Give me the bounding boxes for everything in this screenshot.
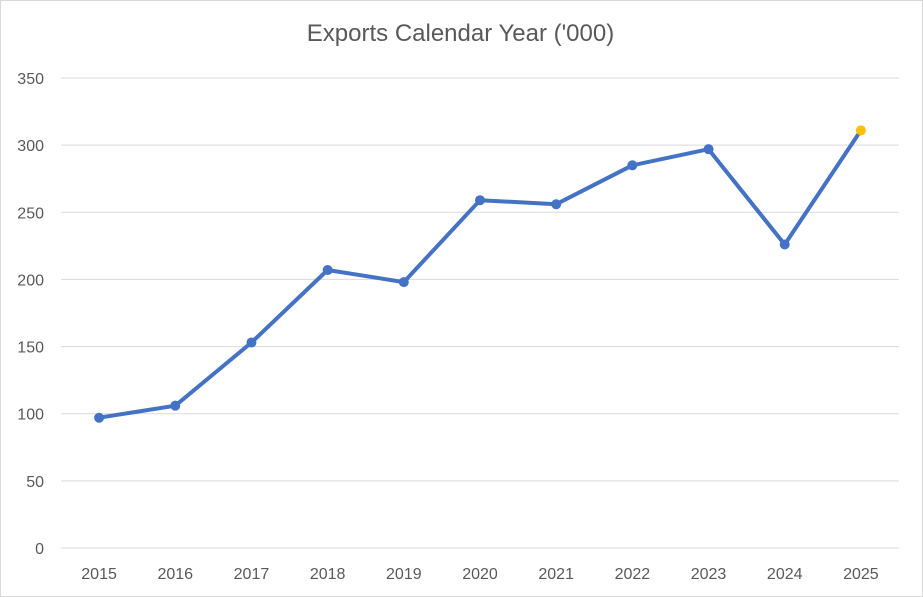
x-tick-label: 2017 [234, 566, 270, 583]
data-point [398, 277, 409, 288]
y-tick-label: 150 [17, 340, 44, 357]
chart-title: Exports Calendar Year ('000) [306, 20, 615, 47]
y-tick-label: 250 [17, 205, 44, 222]
series-line [97, 128, 863, 420]
data-point [703, 144, 714, 155]
y-tick-label: 300 [17, 138, 44, 155]
data-point [551, 199, 562, 210]
x-axis-tick-labels: 2015 2016 2017 2018 2019 2020 2021 2022 2023 2024… [81, 566, 879, 583]
x-tick-label: 2019 [386, 566, 422, 583]
y-tick-label: 350 [17, 71, 44, 88]
x-tick-label: 2023 [691, 566, 727, 583]
x-tick-label: 2015 [81, 566, 117, 583]
data-point [322, 265, 333, 276]
y-tick-label: 200 [17, 272, 44, 289]
gridlines [61, 77, 899, 549]
data-point [94, 412, 105, 423]
x-tick-label: 2018 [310, 566, 346, 583]
x-tick-label: 2021 [538, 566, 574, 583]
x-tick-label: 2016 [157, 566, 193, 583]
data-point-highlighted [855, 125, 866, 136]
y-tick-label: 100 [17, 407, 44, 424]
x-tick-label: 2025 [843, 566, 879, 583]
series-points [94, 125, 866, 423]
y-tick-label: 50 [26, 474, 44, 491]
x-tick-label: 2022 [615, 566, 651, 583]
x-tick-label: 2020 [462, 566, 498, 583]
y-tick-label: 0 [35, 541, 44, 558]
data-point [779, 239, 790, 250]
data-point [627, 160, 638, 171]
data-point [170, 400, 181, 411]
x-tick-label: 2024 [767, 566, 803, 583]
series-line-path [97, 128, 863, 420]
data-point [246, 337, 257, 348]
y-axis-tick-labels: 0 50 100 150 200 250 300 350 [17, 71, 44, 558]
data-point [475, 195, 485, 206]
